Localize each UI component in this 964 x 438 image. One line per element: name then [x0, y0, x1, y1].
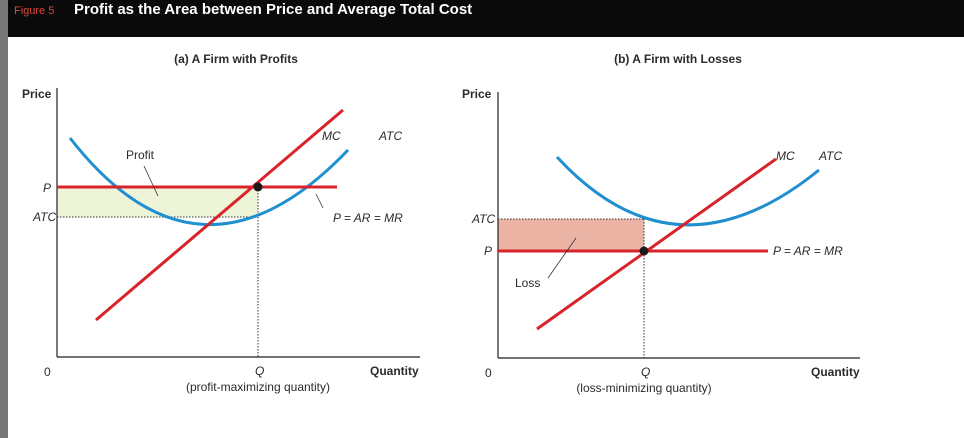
panel-a: (a) A Firm with Profits Price P ATC 0 Q …: [22, 52, 420, 394]
panel-a-q-caption: (profit-maximizing quantity): [186, 380, 330, 394]
loss-area: [498, 219, 644, 251]
panel-a-demand-leader-line: [315, 193, 324, 209]
panel-b-y-axis-label: Price: [462, 87, 492, 101]
panel-b-p-tick: P: [484, 244, 492, 258]
panel-a-q-tick: Q: [255, 364, 264, 378]
panel-b-demand-label: P = AR = MR: [773, 244, 843, 258]
profit-label: Profit: [126, 148, 155, 162]
panel-b: (b) A Firm with Losses Price ATC P 0 Q (…: [462, 52, 860, 395]
panel-a-mc-curve: [95, 108, 344, 322]
panel-a-atc-label: ATC: [378, 129, 402, 143]
panel-a-mc-label: MC: [322, 129, 341, 143]
panel-a-origin-label: 0: [44, 365, 51, 379]
panel-b-mc-label: MC: [776, 149, 795, 163]
panel-a-demand-label: P = AR = MR: [333, 211, 403, 225]
panel-b-title: (b) A Firm with Losses: [614, 52, 742, 66]
left-edge-strip: [0, 0, 8, 438]
panel-a-atc-curve: [68, 137, 350, 226]
figure-title: Profit as the Area between Price and Ave…: [74, 1, 473, 18]
figure-header: Figure 5 Profit as the Area between Pric…: [8, 0, 964, 37]
panel-a-y-axis-label: Price: [22, 87, 52, 101]
panel-b-x-axis-label: Quantity: [811, 365, 860, 379]
panel-b-atc-label: ATC: [818, 149, 842, 163]
panel-b-mc-curve: [536, 157, 777, 331]
diagram-canvas: (a) A Firm with Profits Price P ATC 0 Q …: [22, 52, 860, 395]
panel-b-atc-tick: ATC: [471, 212, 495, 226]
panel-b-equilibrium-point: [639, 246, 649, 256]
loss-label: Loss: [515, 276, 540, 290]
loss-leader-line: [547, 237, 577, 279]
panel-a-p-tick: P: [43, 181, 51, 195]
panel-b-q-tick: Q: [641, 365, 650, 379]
panel-b-atc-curve: [555, 155, 820, 227]
panel-a-equilibrium-point: [253, 182, 263, 192]
panel-a-x-axis-label: Quantity: [370, 364, 419, 378]
figure-number: Figure 5: [14, 5, 55, 17]
panel-b-origin-label: 0: [485, 366, 492, 380]
profit-leader-line: [143, 165, 159, 197]
panel-a-title: (a) A Firm with Profits: [174, 52, 298, 66]
panel-b-q-caption: (loss-minimizing quantity): [576, 381, 711, 395]
panel-a-atc-tick: ATC: [32, 210, 56, 224]
